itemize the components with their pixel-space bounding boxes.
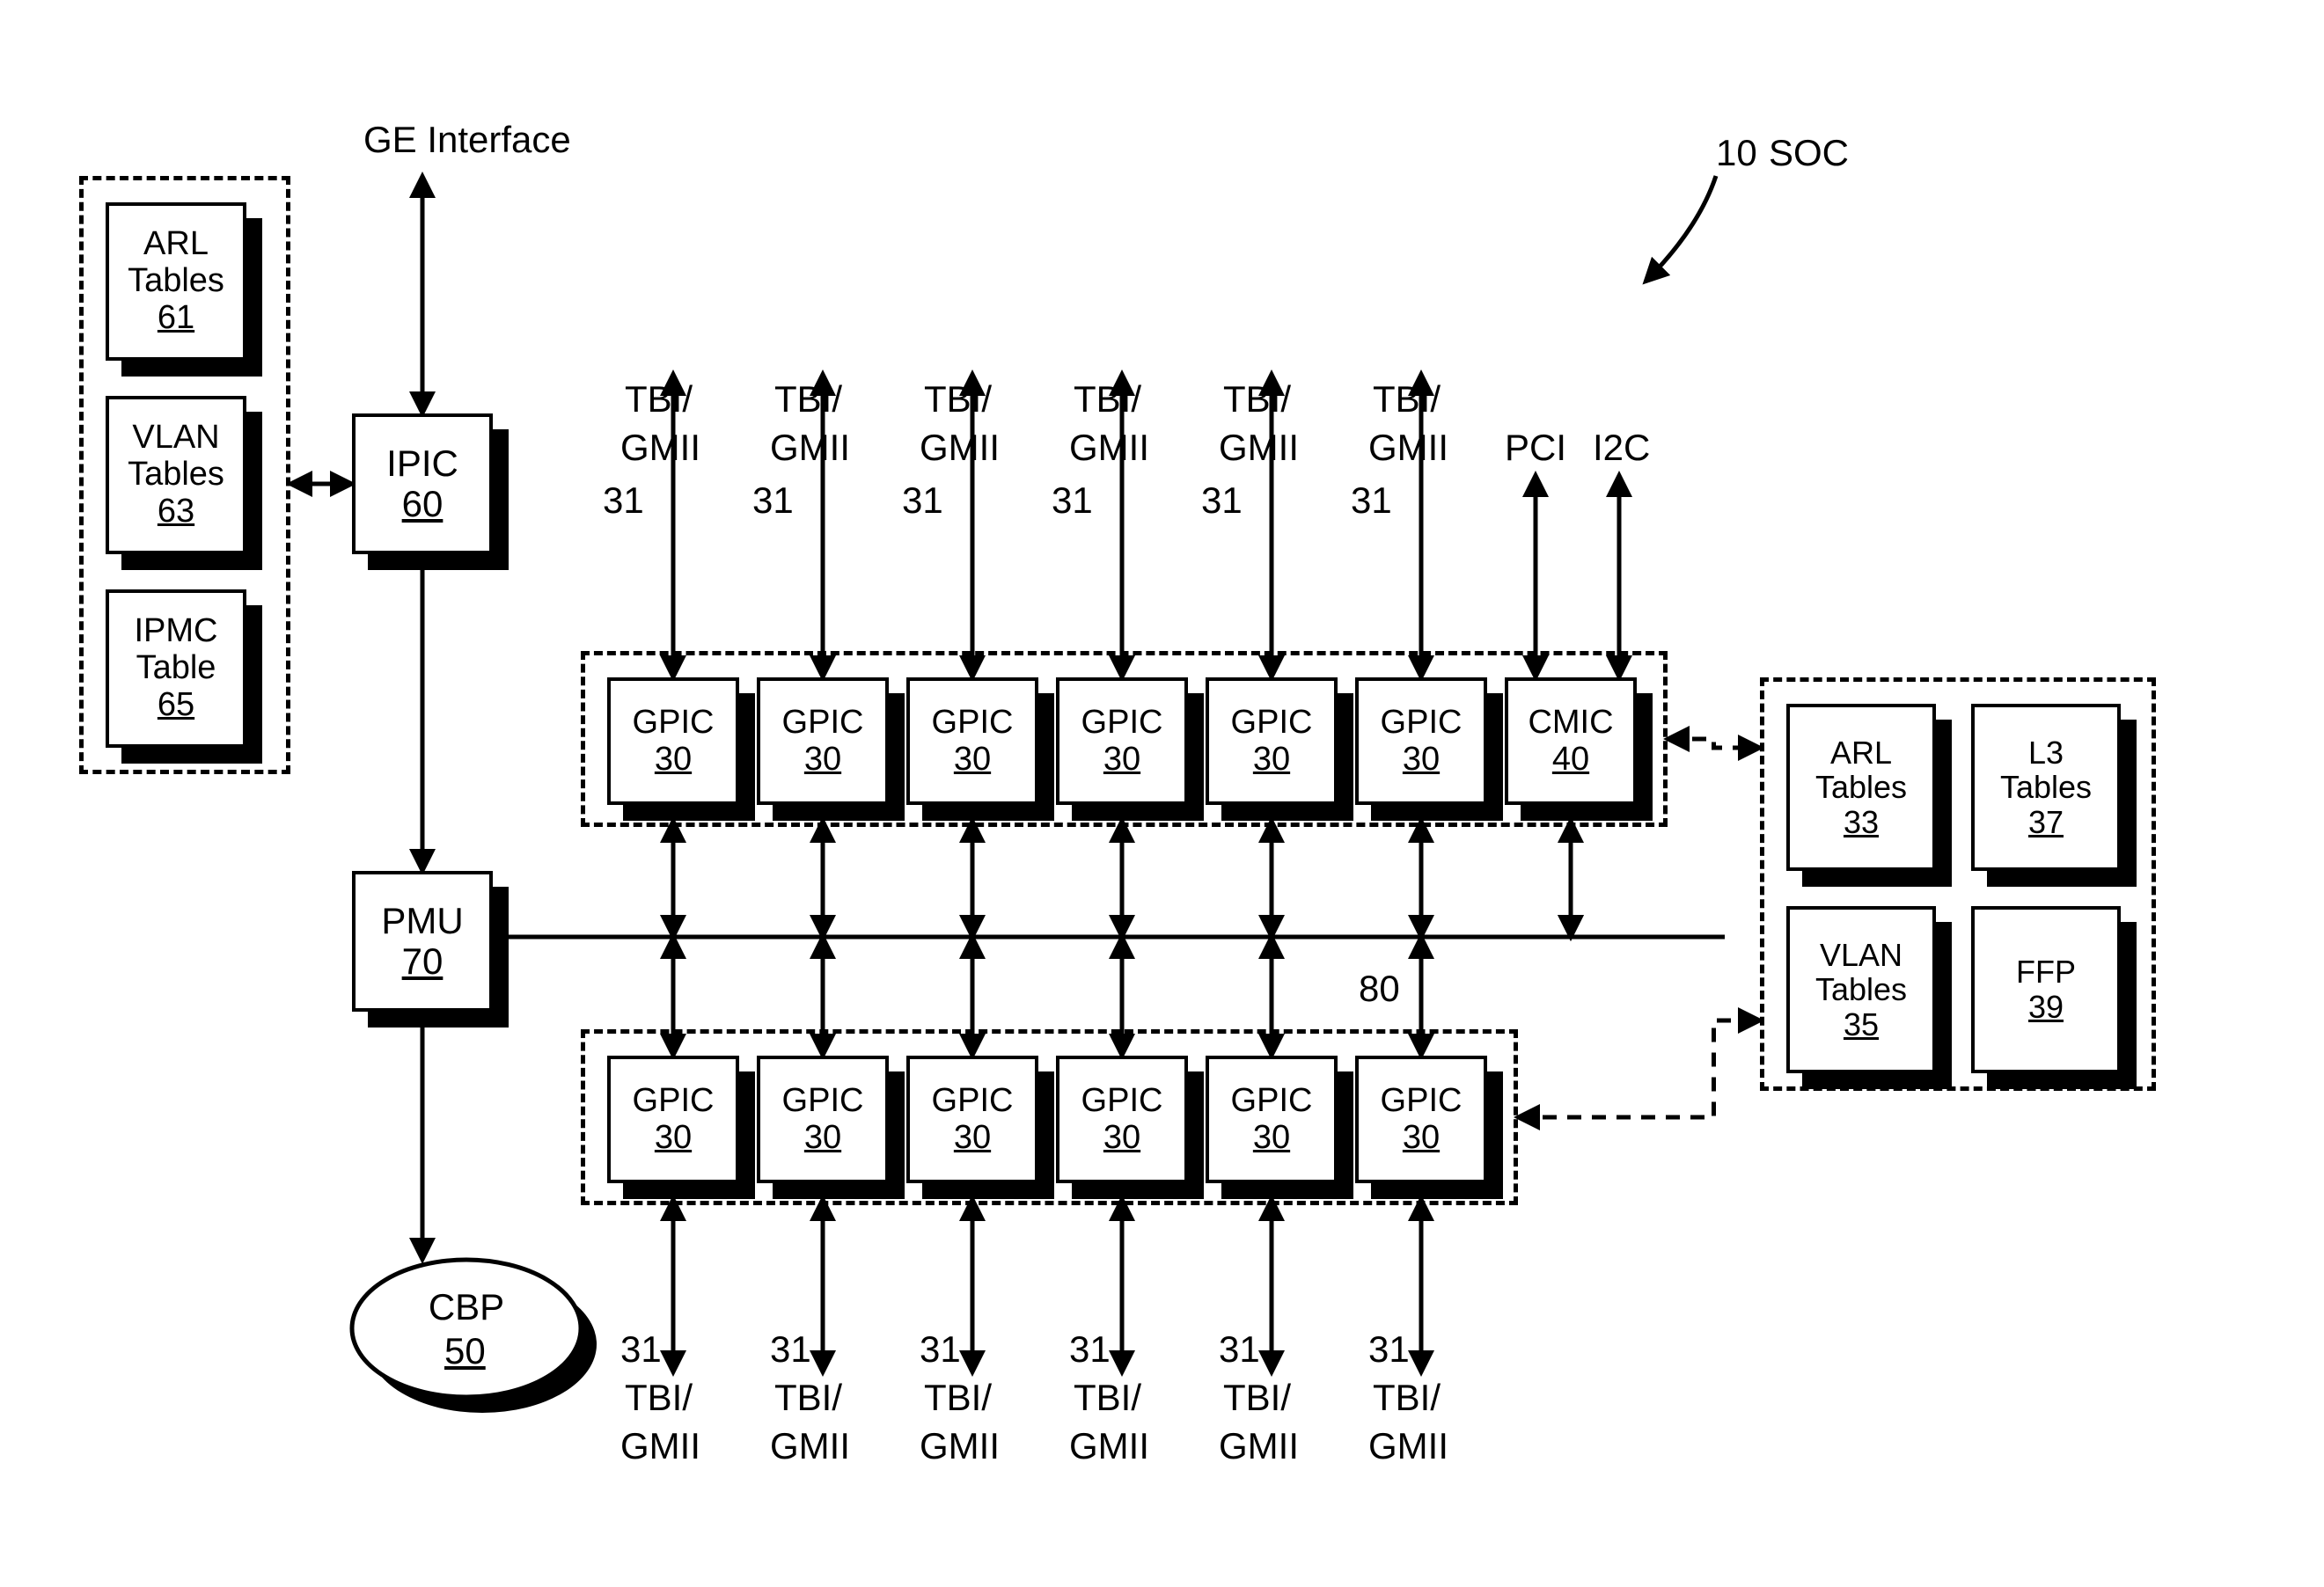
gmii-label-bot-3: GMII [1069, 1425, 1149, 1467]
tbi-label-bot-0: TBI/ [625, 1377, 693, 1419]
tbi-label-top-5: TBI/ [1373, 378, 1441, 421]
gmii-label-top-3: GMII [1069, 427, 1149, 469]
if-num-bot-0: 31 [620, 1328, 662, 1371]
if-num-bot-5: 31 [1368, 1328, 1410, 1371]
tbi-label-bot-3: TBI/ [1074, 1377, 1141, 1419]
tbi-label-bot-1: TBI/ [774, 1377, 842, 1419]
gmii-label-top-0: GMII [620, 427, 700, 469]
tbi-label-top-3: TBI/ [1074, 378, 1141, 421]
if-num-top-0: 31 [603, 479, 644, 522]
if-num-top-2: 31 [902, 479, 943, 522]
gmii-label-top-1: GMII [770, 427, 850, 469]
gmii-label-top-4: GMII [1219, 427, 1299, 469]
pci-label: PCI [1505, 427, 1566, 469]
cbp-ref: 50 [444, 1330, 486, 1372]
diagram-stage: GE Interface10SOCARLTables61VLANTables63… [0, 0, 2324, 1587]
gmii-label-top-5: GMII [1368, 427, 1448, 469]
if-num-bot-3: 31 [1069, 1328, 1111, 1371]
gmii-label-bot-0: GMII [620, 1425, 700, 1467]
tbi-label-top-2: TBI/ [924, 378, 992, 421]
if-num-top-3: 31 [1052, 479, 1093, 522]
tbi-label-bot-5: TBI/ [1373, 1377, 1441, 1419]
gmii-label-bot-1: GMII [770, 1425, 850, 1467]
tbi-label-bot-2: TBI/ [924, 1377, 992, 1419]
if-num-top-5: 31 [1351, 479, 1392, 522]
soc-label: SOC [1769, 132, 1849, 174]
if-num-top-1: 31 [752, 479, 794, 522]
cbp-label: CBP [422, 1286, 510, 1328]
tbi-label-top-4: TBI/ [1223, 378, 1291, 421]
if-num-bot-4: 31 [1219, 1328, 1260, 1371]
i2c-label: I2C [1593, 427, 1650, 469]
ge-interface-label: GE Interface [363, 119, 571, 161]
if-num-bot-2: 31 [920, 1328, 961, 1371]
tbi-label-top-1: TBI/ [774, 378, 842, 421]
gmii-label-bot-2: GMII [920, 1425, 1000, 1467]
soc-ref-num: 10 [1716, 132, 1757, 174]
if-num-bot-1: 31 [770, 1328, 811, 1371]
gmii-label-bot-5: GMII [1368, 1425, 1448, 1467]
gmii-label-bot-4: GMII [1219, 1425, 1299, 1467]
gmii-label-top-2: GMII [920, 427, 1000, 469]
bus-80-label: 80 [1359, 968, 1400, 1010]
tbi-label-bot-4: TBI/ [1223, 1377, 1291, 1419]
tbi-label-top-0: TBI/ [625, 378, 693, 421]
if-num-top-4: 31 [1201, 479, 1243, 522]
